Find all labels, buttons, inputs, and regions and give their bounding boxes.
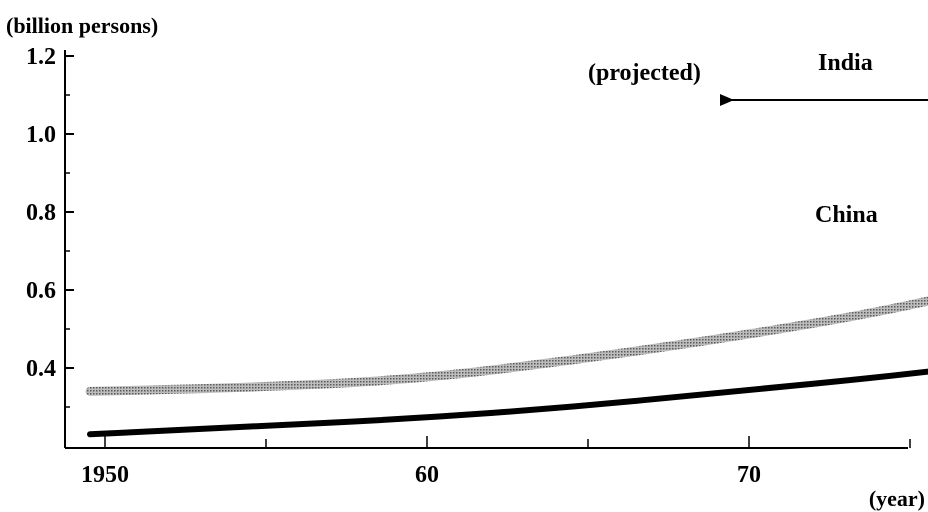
x-tick-label: 1950 [81, 462, 129, 488]
labels: (billion persons) (year) (projected) Ind… [6, 13, 925, 511]
y-tick-label: 0.8 [26, 200, 56, 226]
axes: 0.40.60.81.01.21950607080902000102030405… [26, 44, 928, 488]
y-tick-label: 1.2 [26, 44, 56, 70]
india-series-line [87, 368, 928, 438]
china-series-label: China [815, 202, 878, 228]
x-axis-unit-label: (year) [869, 486, 925, 511]
x-tick-label: 60 [415, 462, 439, 488]
x-tick-label: 70 [737, 462, 761, 488]
y-tick-label: 0.6 [26, 278, 56, 304]
projected-label: (projected) [588, 60, 701, 86]
india-series-label: India [818, 50, 873, 76]
y-tick-label: 0.4 [26, 356, 56, 382]
y-axis-unit-label: (billion persons) [6, 13, 158, 38]
china-series-line [85, 296, 928, 396]
series-group [85, 296, 928, 438]
projection-arrow-head [720, 94, 734, 106]
y-tick-label: 1.0 [26, 122, 56, 148]
